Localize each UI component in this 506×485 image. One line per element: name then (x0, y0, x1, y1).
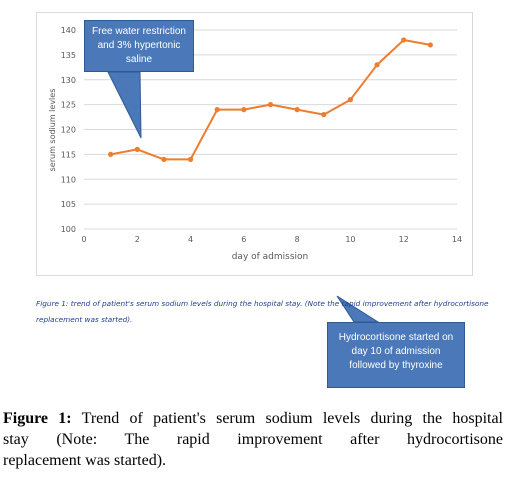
y-tick-label: 100 (61, 225, 76, 234)
x-axis-label: day of admission (232, 252, 309, 262)
x-tick-label: 0 (81, 235, 86, 244)
x-tick-label: 8 (295, 235, 300, 244)
y-tick-label: 135 (61, 51, 76, 60)
callout-hydrocortisone-text: Hydrocortisone started on day 10 of admi… (338, 332, 454, 371)
x-tick-label: 12 (399, 235, 409, 244)
callout-hydrocortisone-note: Hydrocortisone started on day 10 of admi… (327, 322, 465, 388)
x-tick-label: 2 (135, 235, 140, 244)
data-point-day-3 (161, 156, 167, 162)
x-tick-label: 10 (345, 235, 355, 244)
data-point-day-1 (108, 151, 114, 157)
data-point-day-6 (241, 107, 247, 113)
y-tick-label: 105 (61, 200, 76, 209)
y-tick-label: 110 (61, 175, 76, 184)
x-tick-label: 6 (241, 235, 246, 244)
line-chart: 100 105 110 115 120 125 130 135 140 0 2 4 6 8 10 12 14 d… (48, 26, 462, 262)
y-tick-label: 140 (61, 26, 76, 35)
data-point-day-8 (294, 107, 300, 113)
x-tick-label: 14 (452, 235, 462, 244)
data-point-day-11 (374, 62, 380, 68)
inner-figure-caption: Figure 1: trend of patient's serum sodiu… (36, 299, 489, 324)
caption-line-2: stay (Note: The rapid improvement after … (3, 431, 503, 448)
data-point-day-13 (427, 42, 433, 48)
caption-line-1: Figure 1: Trend of patient's serum sodiu… (3, 408, 503, 429)
data-point-day-12 (401, 37, 407, 43)
callout-saline-text: Free water restriction and 3% hypertonic… (92, 26, 186, 65)
figure-caption: Figure 1: Trend of patient's serum sodiu… (3, 408, 503, 471)
y-axis-label: serum sodium levles (48, 89, 57, 172)
callout-saline-note: Free water restriction and 3% hypertonic… (84, 20, 194, 72)
data-point-day-9 (321, 111, 327, 118)
caption-label: Figure 1: (3, 410, 72, 427)
data-point-day-2 (134, 146, 140, 152)
y-tick-label: 130 (61, 76, 76, 85)
data-point-day-5 (214, 107, 220, 113)
x-tick-label: 4 (188, 235, 193, 244)
data-point-day-4 (187, 156, 194, 162)
data-point-day-10 (347, 97, 354, 103)
y-tick-label: 115 (61, 150, 76, 159)
y-tick-label: 120 (61, 126, 76, 135)
y-tick-label: 125 (61, 101, 76, 110)
data-point-day-7 (267, 102, 274, 108)
caption-line-1-text: Trend of patient's serum sodium levels d… (81, 410, 504, 427)
caption-line-3: replacement was started). (3, 452, 167, 469)
